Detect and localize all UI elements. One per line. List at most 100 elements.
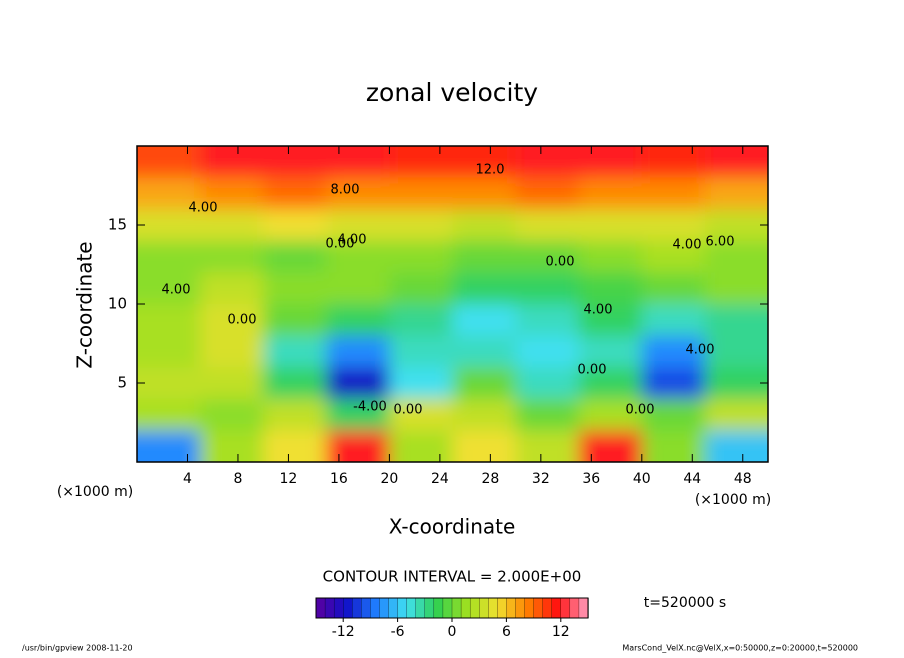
x-tick-label: 24 <box>431 471 449 487</box>
contour-label: 0.00 <box>394 403 423 418</box>
x-tick-label: 8 <box>233 471 242 487</box>
contour-label: 0.00 <box>326 237 355 252</box>
field-cell <box>578 177 643 211</box>
field-cell <box>704 430 768 462</box>
field-cell <box>200 177 265 211</box>
field-cell <box>200 304 265 337</box>
field-cell <box>137 209 202 242</box>
field-cell <box>200 335 265 369</box>
colorbar-cell <box>578 597 589 619</box>
x-unit: (×1000 m) <box>57 484 133 500</box>
field-cell <box>515 335 580 369</box>
field-cell <box>515 177 580 211</box>
x-axis-label: X-coordinate <box>389 515 516 539</box>
field-cell <box>389 367 454 400</box>
field-cell <box>515 272 580 305</box>
field-cell <box>515 304 580 337</box>
field-cell <box>641 146 706 179</box>
field-cell <box>389 304 454 337</box>
field-cell <box>515 367 580 400</box>
time-label: t=520000 s <box>644 595 726 611</box>
field-cell <box>452 209 517 242</box>
field-cell <box>452 398 517 432</box>
colorbar-tick-label: 0 <box>448 624 457 640</box>
colorbar-tick-label: 6 <box>502 624 511 640</box>
colorbar-cell <box>415 597 426 619</box>
field-cell <box>641 335 706 369</box>
x-tick-label: 40 <box>633 471 651 487</box>
contour-label: 0.00 <box>546 255 575 270</box>
colorbar-tick-label: -12 <box>332 624 355 640</box>
field-cell <box>641 304 706 337</box>
field-cell <box>137 398 202 432</box>
contour-label: 4.00 <box>686 343 715 358</box>
field-cell <box>137 304 202 337</box>
field-cell <box>452 272 517 305</box>
field-cell <box>452 335 517 369</box>
field-cell <box>578 304 643 337</box>
colorbar-cell <box>479 597 489 619</box>
field-cell <box>263 146 328 179</box>
field-cell <box>704 177 768 211</box>
field-cell <box>200 367 265 400</box>
y-tick-label: 15 <box>108 216 127 234</box>
x-tick-label: 12 <box>280 471 298 487</box>
colorbar-cell <box>542 597 553 619</box>
x-tick-label: 36 <box>582 471 600 487</box>
contour-label: 0.00 <box>578 363 607 378</box>
field-cell <box>200 209 265 242</box>
field-cell <box>263 272 328 305</box>
field-cell <box>137 367 202 400</box>
field-cell <box>200 146 265 179</box>
colorbar: -12 -6 0 6 12 <box>315 597 589 640</box>
contour-label: 6.00 <box>706 235 735 250</box>
contour-label: 8.00 <box>331 183 360 198</box>
colorbar-cell <box>451 597 462 619</box>
colorbar-cell <box>433 597 444 619</box>
field-cell <box>326 367 391 400</box>
field-cell <box>200 430 265 462</box>
colorbar-tick-label: -6 <box>391 624 405 640</box>
field-cell <box>263 240 328 274</box>
field-cell <box>641 240 706 274</box>
y-axis-label: Z-coordinate <box>73 241 97 368</box>
field-cell <box>515 398 580 432</box>
colorbar-cell <box>424 597 435 619</box>
field-cell <box>137 430 202 462</box>
colorbar-cell <box>497 597 508 619</box>
colorbar-cell <box>379 597 390 619</box>
field-cell <box>704 335 768 369</box>
field-cell <box>389 177 454 211</box>
field-cell <box>326 398 391 432</box>
colorbar-cell <box>569 597 580 619</box>
field-cell <box>389 398 454 432</box>
contour-label: 4.00 <box>584 303 613 318</box>
field-cell <box>263 335 328 369</box>
contour-label: 0.00 <box>626 403 655 418</box>
field-cell <box>263 398 328 432</box>
field-cell <box>452 177 517 211</box>
colorbar-cell <box>506 597 517 619</box>
field-cell <box>200 240 265 274</box>
field-cell <box>704 367 768 400</box>
contour-label: 0.00 <box>228 313 257 328</box>
field-cell <box>263 430 328 462</box>
colorbar-cell <box>324 597 335 619</box>
colorbar-cell <box>343 597 353 619</box>
colorbar-cell <box>460 597 471 619</box>
field-cell <box>137 240 202 274</box>
field-cell <box>326 272 391 305</box>
field-cell <box>578 272 643 305</box>
field-cell <box>389 335 454 369</box>
field-cell <box>137 177 202 211</box>
field-cell <box>704 209 768 242</box>
field-cell <box>641 430 706 462</box>
colorbar-cell <box>533 597 544 619</box>
colorbar-cell <box>469 597 480 619</box>
field-cell <box>578 430 643 462</box>
colorbar-cell <box>361 597 372 619</box>
field-cell <box>515 209 580 242</box>
colorbar-cell <box>406 597 417 619</box>
field-cell <box>452 430 517 462</box>
colorbar-cell <box>515 597 526 619</box>
